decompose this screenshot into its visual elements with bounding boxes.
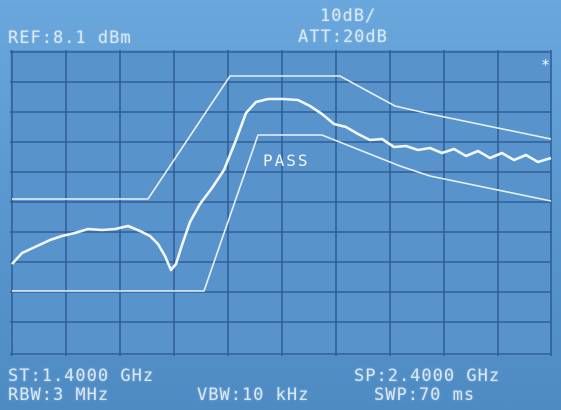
attenuation-readout: ATT:20dB	[298, 27, 388, 47]
marker-symbol-icon: *	[541, 56, 550, 74]
video-bandwidth-readout: VBW:10 kHz	[197, 385, 310, 405]
graticule-vertical-lines	[11, 50, 552, 356]
graticule-horizontal-lines	[10, 51, 551, 355]
resolution-bandwidth-readout: RBW:3 MHz	[8, 385, 110, 405]
start-frequency-readout: ST:1.4000 GHz	[8, 366, 155, 386]
reference-level-readout: REF:8.1 dBm	[8, 28, 132, 48]
pass-label: PASS	[263, 151, 310, 170]
stop-frequency-readout: SP:2.4000 GHz	[354, 366, 501, 386]
measured-trace	[11, 97, 552, 272]
sweep-time-readout: SWP:70 ms	[374, 385, 476, 405]
graticule-area	[10, 50, 551, 356]
lower-limit-line	[12, 134, 552, 292]
upper-limit-line	[12, 75, 552, 200]
scale-readout: 10dB/	[320, 6, 377, 26]
